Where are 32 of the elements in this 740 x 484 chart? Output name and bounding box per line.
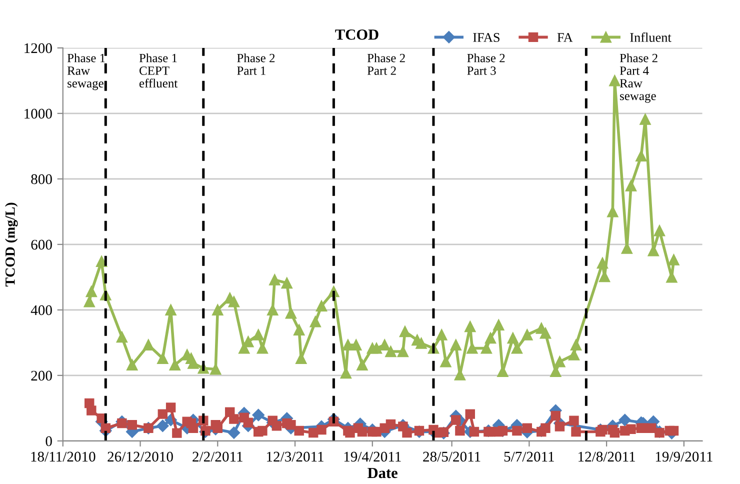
legend-label: Influent	[630, 32, 672, 42]
annotation: Phase 1 Raw sewage	[67, 53, 105, 90]
x-tick-label: 19/4/2011	[344, 452, 401, 462]
x-tick-label: 19/9/2011	[656, 452, 712, 462]
y-tick-label: 1200	[24, 43, 52, 54]
x-tick-label: 28/5/2011	[423, 452, 480, 462]
x-axis-title: Date	[368, 468, 398, 478]
y-tick-label: 0	[46, 436, 52, 446]
annotation: Phase 2 Part 4 Raw sewage	[620, 53, 658, 103]
x-tick-label: 12/3/2011	[267, 452, 324, 462]
point	[156, 420, 169, 432]
annotation: Phase 2 Part 2	[367, 53, 405, 75]
point	[618, 414, 631, 426]
legend-label: IFAS	[473, 33, 500, 42]
annotation: Phase 1 CEPT effluent	[139, 53, 178, 88]
point	[252, 408, 264, 422]
y-tick-label: 600	[31, 240, 52, 250]
chart-title: TCOD	[335, 29, 378, 40]
y-tick-label: 200	[31, 370, 52, 381]
x-tick-label: 12/8/2011	[578, 452, 635, 462]
annotation: Phase 2 Part 1	[237, 53, 275, 75]
annotation: Phase 2 Part 3	[467, 53, 505, 75]
y-tick-label: 1000	[24, 108, 52, 119]
legend-label: FA	[557, 33, 573, 42]
x-tick-label: 26/12/2010	[108, 452, 173, 462]
y-axis-title: TCOD (mg/L)	[5, 202, 18, 286]
x-tick-label: 5/7/2011	[504, 452, 554, 462]
y-tick-label: 800	[31, 174, 52, 184]
x-tick-label: 18/11/2010	[31, 452, 96, 462]
y-tick-label: 400	[30, 305, 52, 316]
point	[228, 426, 240, 439]
x-tick-label: 2/2/2011	[192, 452, 242, 462]
